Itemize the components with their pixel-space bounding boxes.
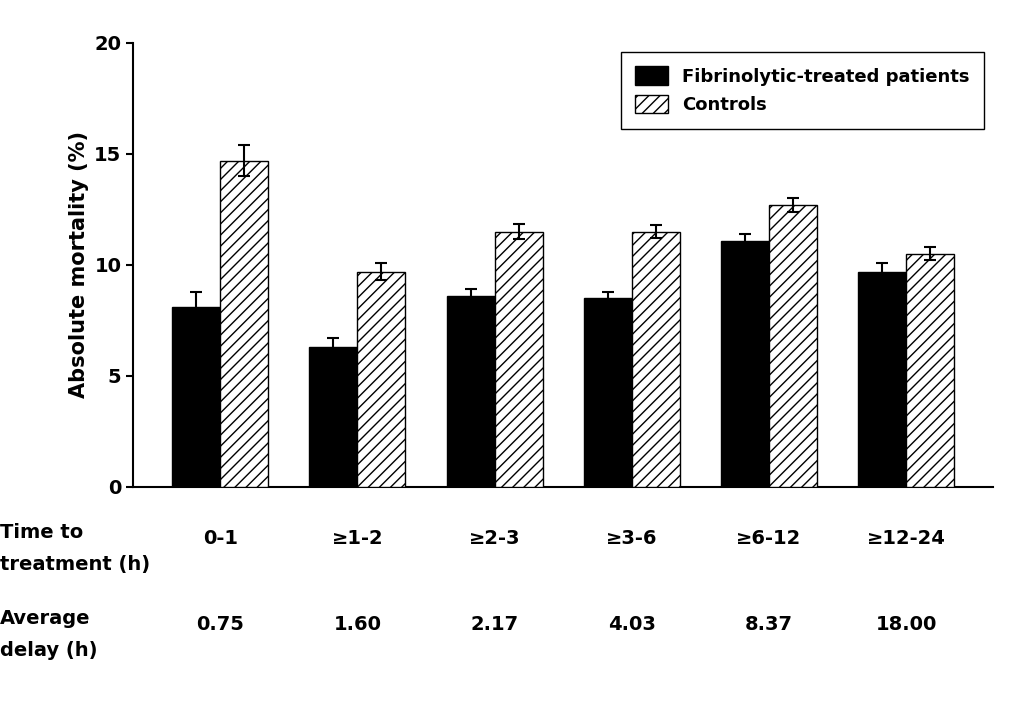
Bar [632, 232, 680, 487]
Text: 4.03: 4.03 [608, 615, 655, 634]
Text: 0.75: 0.75 [197, 615, 244, 634]
Text: Average: Average [0, 609, 90, 628]
Bar [769, 205, 817, 487]
Text: ≥6-12: ≥6-12 [736, 529, 802, 548]
Text: 2.17: 2.17 [471, 615, 519, 634]
Text: treatment (h): treatment (h) [0, 555, 151, 574]
Bar [721, 241, 769, 487]
Text: Time to: Time to [0, 523, 83, 542]
Bar [584, 298, 632, 487]
Bar [906, 254, 954, 487]
Y-axis label: Absolute mortality (%): Absolute mortality (%) [69, 132, 88, 398]
Text: ≥12-24: ≥12-24 [866, 529, 945, 548]
Text: ≥3-6: ≥3-6 [606, 529, 657, 548]
Text: 18.00: 18.00 [876, 615, 937, 634]
Legend: Fibrinolytic-treated patients, Controls: Fibrinolytic-treated patients, Controls [621, 52, 984, 129]
Bar [858, 271, 906, 487]
Text: ≥2-3: ≥2-3 [469, 529, 520, 548]
Text: delay (h): delay (h) [0, 641, 97, 660]
Text: 1.60: 1.60 [334, 615, 381, 634]
Text: ≥1-2: ≥1-2 [332, 529, 383, 548]
Text: 8.37: 8.37 [745, 615, 793, 634]
Text: 0-1: 0-1 [203, 529, 238, 548]
Bar [495, 232, 543, 487]
Bar [309, 347, 357, 487]
Bar [220, 160, 268, 487]
Bar [357, 271, 406, 487]
Bar [172, 307, 220, 487]
Bar [446, 296, 495, 487]
